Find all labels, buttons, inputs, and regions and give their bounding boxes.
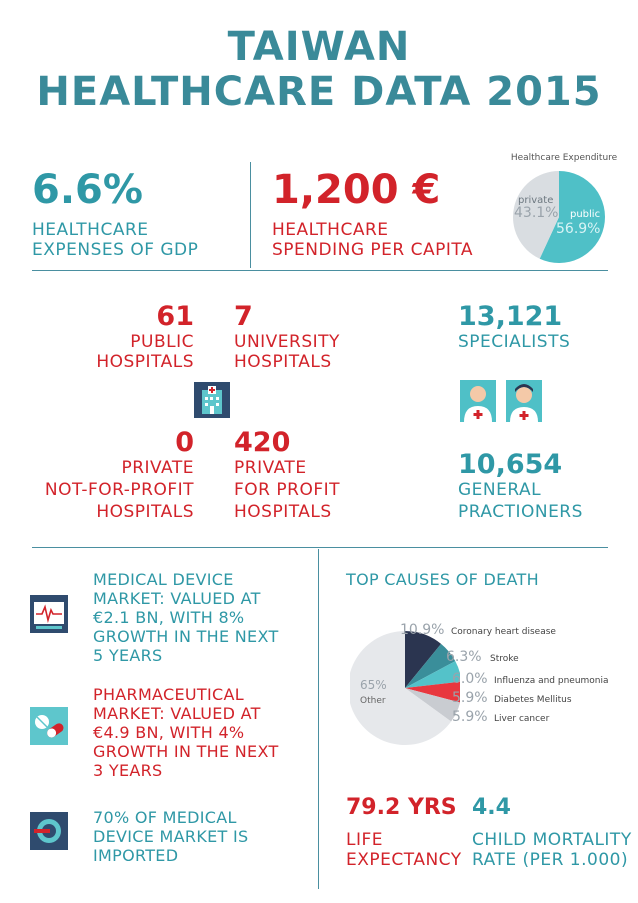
forprofit-hospitals-label-2: FOR PROFIT bbox=[234, 480, 340, 500]
spending-value: 1,200 € bbox=[272, 167, 441, 213]
imported-text-1: 70% OF MEDICAL bbox=[93, 808, 237, 827]
private-label: private bbox=[518, 195, 554, 206]
nonprofit-hospitals-label-2: NOT-FOR-PROFIT bbox=[44, 480, 194, 500]
child-mortality-label-2: RATE (PER 1.000) bbox=[472, 850, 629, 870]
imported-text-3: IMPORTED bbox=[93, 846, 179, 865]
child-mortality-label-1: CHILD MORTALITY bbox=[472, 830, 632, 850]
hospital-icon bbox=[194, 382, 230, 418]
life-expectancy-label-1: LIFE bbox=[346, 830, 384, 850]
gdp-value: 6.6% bbox=[32, 167, 143, 213]
nonprofit-hospitals-label-1: PRIVATE bbox=[121, 458, 194, 478]
public-value: 56.9% bbox=[556, 221, 601, 237]
practitioners-label-1: GENERAL bbox=[458, 480, 542, 500]
causes-pie-chart bbox=[350, 631, 460, 745]
public-hospitals-label-2: HOSPITALS bbox=[96, 352, 194, 372]
page-subtitle: HEALTHCARE DATA 2015 bbox=[36, 69, 602, 115]
public-hospitals-label-1: PUBLIC bbox=[130, 332, 194, 352]
cause-label-1: Coronary heart disease bbox=[451, 627, 556, 637]
forprofit-hospitals-label-1: PRIVATE bbox=[234, 458, 307, 478]
pie-slice-influenza bbox=[405, 661, 460, 688]
doctor-icon bbox=[460, 380, 496, 422]
divider bbox=[32, 270, 608, 271]
nurse-icon bbox=[506, 380, 542, 422]
pie-slice-liver bbox=[405, 688, 460, 722]
pharma-text-1: PHARMACEUTICAL bbox=[93, 685, 244, 704]
divider bbox=[318, 549, 319, 889]
forprofit-hospitals-label-3: HOSPITALS bbox=[234, 502, 332, 522]
divider bbox=[32, 547, 608, 548]
expenditure-pie-chart bbox=[513, 171, 605, 263]
medical-device-text-5: 5 YEARS bbox=[93, 646, 163, 665]
medical-device-text-1: MEDICAL DEVICE bbox=[93, 570, 234, 589]
spending-label-2: SPENDING PER CAPITA bbox=[272, 240, 474, 260]
pharma-text-5: 3 YEARS bbox=[93, 761, 163, 780]
cause-label-5: Liver cancer bbox=[494, 714, 550, 724]
pie-slice-private bbox=[513, 171, 559, 259]
pie-slice-coronary bbox=[405, 631, 442, 688]
pie-slice-diabetes bbox=[405, 681, 460, 703]
medical-device-text-3: €2.1 BN, WITH 8% bbox=[93, 608, 245, 627]
public-label: public bbox=[570, 209, 601, 220]
cause-pct-4: 5.9% bbox=[452, 690, 488, 706]
nonprofit-hospitals-label-3: HOSPITALS bbox=[96, 502, 194, 522]
university-hospitals-value: 7 bbox=[234, 301, 253, 332]
cause-pct-2: 6.3% bbox=[446, 649, 482, 665]
university-hospitals-label-1: UNIVERSITY bbox=[234, 332, 340, 352]
life-expectancy-value: 79.2 YRS bbox=[346, 795, 457, 820]
spending-label-1: HEALTHCARE bbox=[272, 220, 389, 240]
cause-label-3: Influenza and pneumonia bbox=[494, 676, 609, 686]
pie-slice-stroke bbox=[405, 643, 456, 688]
nonprofit-hospitals-value: 0 bbox=[175, 427, 194, 458]
expenditure-chart-title: Healthcare Expenditure bbox=[510, 153, 618, 163]
pharma-text-2: MARKET: VALUED AT bbox=[93, 704, 261, 723]
gdp-label-2: EXPENSES OF GDP bbox=[32, 240, 199, 260]
public-hospitals-value: 61 bbox=[156, 301, 194, 332]
page-title: TAIWAN bbox=[227, 24, 411, 70]
practitioners-label-2: PRACTIONERS bbox=[458, 502, 583, 522]
cause-label-2: Stroke bbox=[490, 654, 519, 664]
university-hospitals-label-2: HOSPITALS bbox=[234, 352, 332, 372]
private-value: 43.1% bbox=[514, 205, 559, 221]
specialists-value: 13,121 bbox=[458, 301, 563, 332]
medical-device-text-4: GROWTH IN THE NEXT bbox=[93, 627, 279, 646]
gdp-label-1: HEALTHCARE bbox=[32, 220, 149, 240]
pie-slice-public bbox=[539, 171, 605, 263]
cause-label-4: Diabetes Mellitus bbox=[494, 695, 572, 705]
causes-title: TOP CAUSES OF DEATH bbox=[346, 570, 539, 589]
practitioners-value: 10,654 bbox=[458, 449, 563, 480]
scanner-icon bbox=[30, 812, 68, 850]
cause-other-pct: 65% bbox=[360, 678, 387, 692]
life-expectancy-label-2: EXPECTANCY bbox=[346, 850, 462, 870]
cause-pct-3: 6.0% bbox=[452, 671, 488, 687]
medical-device-text-2: MARKET: VALUED AT bbox=[93, 589, 261, 608]
divider bbox=[250, 162, 251, 268]
specialists-label: SPECIALISTS bbox=[458, 332, 571, 352]
pie-slice-other bbox=[350, 631, 452, 745]
pharma-text-4: GROWTH IN THE NEXT bbox=[93, 742, 279, 761]
cause-pct-1: 10.9% bbox=[400, 622, 445, 638]
cause-other-label: Other bbox=[360, 696, 386, 706]
heart-monitor-icon bbox=[30, 595, 68, 633]
pharma-text-3: €4.9 BN, WITH 4% bbox=[93, 723, 245, 742]
pills-icon bbox=[30, 707, 68, 745]
forprofit-hospitals-value: 420 bbox=[234, 427, 291, 458]
cause-pct-5: 5.9% bbox=[452, 709, 488, 725]
child-mortality-value: 4.4 bbox=[472, 795, 511, 820]
imported-text-2: DEVICE MARKET IS bbox=[93, 827, 249, 846]
